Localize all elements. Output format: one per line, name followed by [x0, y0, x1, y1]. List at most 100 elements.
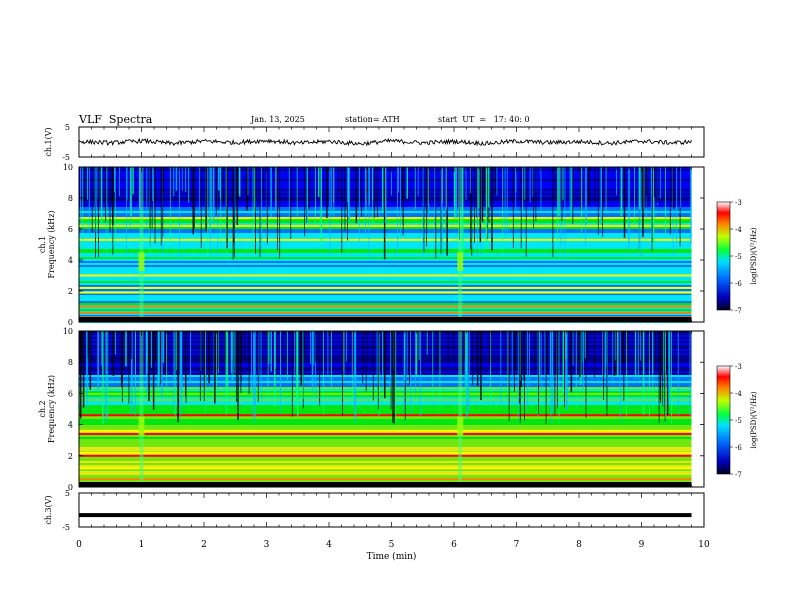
sferic-streak — [315, 331, 317, 362]
sferic-streak — [148, 331, 150, 402]
sferic-streak — [306, 167, 308, 223]
sferic-streak — [310, 331, 312, 365]
sferic-streak — [368, 167, 370, 205]
freq-row — [79, 439, 692, 441]
sferic-streak — [540, 331, 542, 393]
sferic-streak — [222, 167, 224, 204]
sferic-streak — [152, 331, 155, 410]
sferic-streak — [558, 167, 560, 216]
sferic-streak — [122, 331, 123, 383]
sferic-streak — [158, 331, 160, 386]
freq-row — [79, 459, 692, 461]
sferic-streak — [566, 331, 568, 411]
sferic-streak — [403, 331, 405, 414]
sferic-streak — [581, 167, 583, 216]
sferic-streak — [446, 167, 448, 211]
sferic-streak — [455, 167, 458, 219]
sferic-streak — [637, 331, 639, 379]
band-line — [79, 451, 692, 454]
sferic-streak — [507, 331, 509, 394]
x-axis-label: Time (min) — [367, 551, 417, 562]
sferic-streak — [235, 331, 237, 402]
freq-row — [79, 475, 692, 477]
sferic-streak — [347, 167, 348, 241]
sferic-streak — [247, 167, 249, 196]
sferic-streak — [82, 331, 85, 408]
band-line — [79, 467, 692, 470]
ch3-waveform-border — [78, 492, 705, 528]
sferic-streak — [80, 331, 83, 359]
sferic-streak — [131, 331, 133, 360]
sferic-streak — [205, 331, 206, 414]
sferic-streak — [539, 331, 541, 377]
colorbar-tick-label: -6 — [735, 444, 742, 452]
sferic-streak — [586, 167, 587, 226]
sferic-streak — [132, 167, 134, 195]
sferic-streak — [441, 167, 443, 204]
sferic-streak — [100, 167, 103, 224]
sferic-streak — [479, 167, 482, 243]
sferic-streak — [428, 167, 430, 210]
sferic-streak — [422, 167, 424, 259]
sferic-streak — [640, 331, 642, 361]
sferic-streak — [358, 167, 360, 242]
sferic-streak — [185, 331, 186, 397]
ch2-spectrogram — [78, 330, 705, 488]
sferic-streak — [165, 331, 167, 374]
sferic-streak — [208, 331, 210, 384]
sferic-streak — [296, 331, 299, 417]
sferic-streak — [652, 331, 653, 374]
burst-column — [139, 331, 144, 487]
freq-row — [79, 441, 692, 443]
sferic-streak — [218, 331, 220, 373]
sferic-streak — [257, 331, 259, 403]
sferic-streak — [255, 167, 256, 254]
sferic-streak — [638, 167, 641, 210]
sferic-streak — [623, 167, 626, 238]
sferic-streak — [544, 331, 546, 379]
start-time-label: start UT = 17: 40: 0 — [438, 115, 530, 124]
sferic-streak — [179, 167, 180, 259]
sferic-streak — [491, 167, 493, 251]
x-tick-label: 2 — [201, 540, 207, 550]
freq-row — [79, 295, 692, 297]
x-tick-label: 4 — [326, 540, 332, 550]
colorbar-tick-label: -4 — [735, 390, 742, 398]
sferic-streak — [606, 331, 608, 417]
band-line — [79, 305, 692, 308]
freq-row — [79, 423, 692, 425]
sferic-streak — [614, 331, 616, 361]
sferic-streak — [175, 167, 178, 191]
sferic-streak — [454, 167, 456, 219]
sferic-streak — [528, 331, 530, 388]
sferic-streak — [465, 167, 467, 200]
sferic-streak — [259, 167, 261, 257]
sferic-streak — [605, 331, 607, 367]
freq-row — [79, 265, 692, 267]
sferic-streak — [390, 331, 392, 388]
sferic-streak — [469, 167, 471, 194]
y-tick-label: 0 — [68, 318, 73, 327]
band-line — [79, 429, 692, 432]
sferic-streak — [500, 331, 502, 403]
freq-row — [79, 413, 692, 415]
sferic-streak — [244, 331, 246, 362]
sferic-streak — [128, 331, 130, 404]
sferic-streak — [365, 167, 366, 237]
sferic-streak — [562, 167, 564, 201]
ch1-y-label: Frequency (kHz) — [47, 210, 56, 278]
sferic-streak — [426, 167, 428, 214]
sferic-streak — [160, 167, 162, 246]
sferic-streak — [87, 331, 90, 358]
sferic-streak — [114, 331, 116, 355]
sferic-streak — [276, 167, 278, 251]
sferic-streak — [445, 167, 447, 234]
x-tick-label: 6 — [451, 540, 457, 550]
sferic-streak — [564, 167, 566, 260]
sferic-streak — [484, 167, 485, 195]
sferic-streak — [95, 167, 97, 233]
freq-row — [79, 421, 692, 423]
sferic-streak — [446, 167, 448, 256]
sferic-streak — [604, 331, 607, 379]
sferic-streak — [662, 331, 664, 407]
